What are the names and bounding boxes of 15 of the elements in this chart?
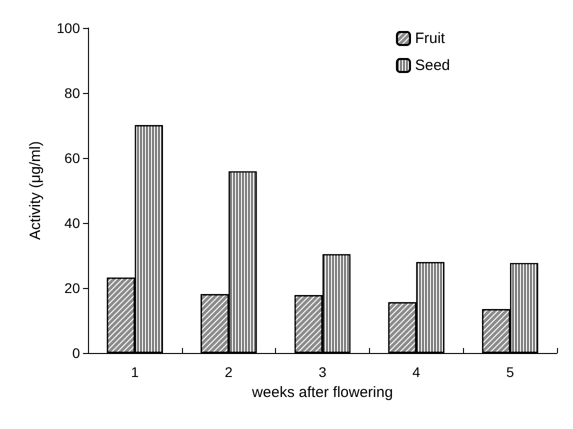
legend-label: Seed bbox=[414, 57, 450, 74]
x-tick-label: 4 bbox=[412, 364, 420, 380]
y-tick-label: 80 bbox=[64, 85, 80, 101]
x-tick-label: 2 bbox=[224, 364, 233, 380]
x-tick-label: 5 bbox=[506, 364, 514, 380]
legend-label: Fruit bbox=[414, 30, 446, 47]
x-axis-title: weeks after flowering bbox=[251, 384, 393, 401]
y-tick-label: 0 bbox=[72, 345, 80, 361]
x-tick-label: 3 bbox=[318, 364, 327, 380]
x-tick-label: 1 bbox=[131, 364, 139, 380]
y-tick-label: 20 bbox=[64, 280, 80, 296]
y-axis-title: Activity (μg/ml) bbox=[27, 141, 44, 240]
y-tick-label: 60 bbox=[64, 150, 80, 166]
y-tick-label: 100 bbox=[56, 20, 80, 36]
y-tick-label: 40 bbox=[64, 215, 80, 231]
